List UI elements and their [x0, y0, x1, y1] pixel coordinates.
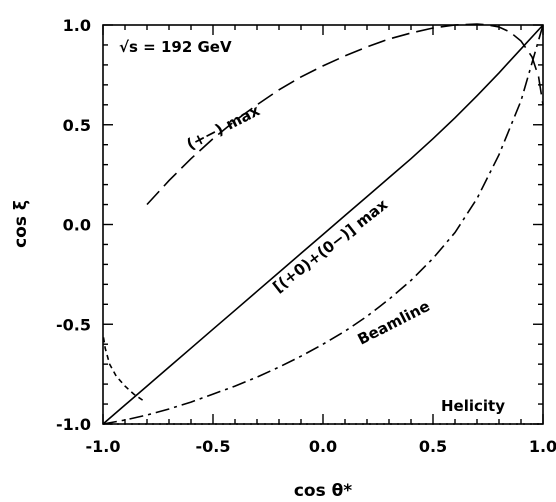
- y-axis-label: cos ξ: [11, 200, 31, 248]
- series-line-unlabeled-3: [102, 334, 144, 401]
- plot-frame: [102, 24, 544, 425]
- beamline-label: Beamline: [355, 297, 433, 349]
- pm-max-label: (+−) max: [184, 101, 263, 153]
- x-tick-label: 1.0: [529, 437, 556, 456]
- x-tick-label: -1.0: [86, 437, 121, 456]
- x-axis-label: cos θ*: [294, 481, 352, 501]
- y-tick-labels: -1.0 -0.5 0.0 0.5 1.0: [56, 16, 91, 434]
- series-line-solid-0: [102, 24, 544, 425]
- y-tick-label: 0.0: [63, 216, 91, 235]
- x-tick-label: 0.0: [309, 437, 337, 456]
- y-tick-label: 1.0: [63, 16, 91, 35]
- y-tick-label: -0.5: [56, 315, 91, 334]
- y-tick-label: -1.0: [56, 415, 91, 434]
- series-line-dash-2: [146, 23, 544, 206]
- x-tick-label: 0.5: [419, 437, 447, 456]
- series-line-dashdot-1: [102, 24, 544, 425]
- mixed-max-label: [(+0)+(0−)] max: [269, 195, 391, 296]
- curves: [102, 23, 544, 425]
- y-tick-label: 0.5: [63, 116, 91, 135]
- axis-ticks: [102, 24, 544, 425]
- helicity-label: Helicity: [441, 397, 505, 415]
- x-tick-labels: -1.0 -0.5 0.0 0.5 1.0: [86, 437, 556, 456]
- x-tick-label: -0.5: [196, 437, 231, 456]
- energy-annotation: √s = 192 GeV: [119, 38, 232, 56]
